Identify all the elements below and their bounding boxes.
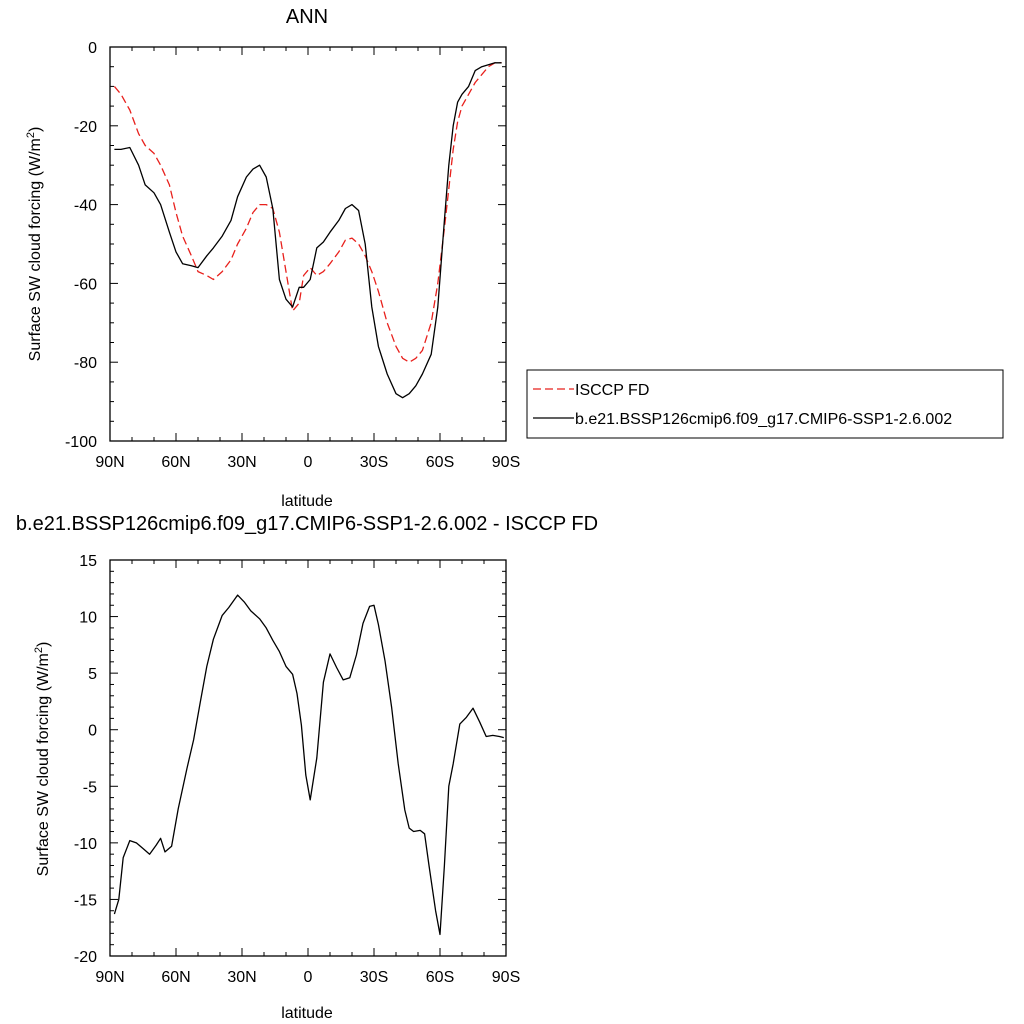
bottom-y-tick-label: -15 xyxy=(74,892,97,909)
bottom-x-tick-label: 90S xyxy=(492,969,520,986)
bottom-x-tick-label: 30N xyxy=(227,969,256,986)
top-panel: ANN Surface SW cloud forcing (W/m2) lati… xyxy=(25,6,1004,510)
top-series-line-0 xyxy=(113,62,502,363)
legend-label-isccp: ISCCP FD xyxy=(575,382,649,399)
bottom-y-tick-label: 15 xyxy=(79,553,97,570)
legend-label-model: b.e21.BSSP126cmip6.f09_g17.CMIP6-SSP1-2.… xyxy=(575,411,952,428)
top-y-tick-label: -100 xyxy=(65,434,97,451)
bottom-x-tick-label: 0 xyxy=(304,969,313,986)
bottom-y-tick-label: -5 xyxy=(83,779,97,796)
top-y-tick-label: -60 xyxy=(74,276,97,293)
top-series-line-1 xyxy=(114,62,502,399)
top-y-tick-label: -80 xyxy=(74,355,97,372)
top-panel-x-axis-label: latitude xyxy=(281,493,333,510)
bottom-y-tick-label: 10 xyxy=(79,610,97,627)
legend: ISCCP FD b.e21.BSSP126cmip6.f09_g17.CMIP… xyxy=(526,369,1004,439)
legend-box xyxy=(526,369,1004,439)
top-panel-series xyxy=(113,62,502,399)
top-panel-plot-frame xyxy=(109,46,507,442)
bottom-panel-ticks: 90N 60N 30N 0 30S 60S 90S -20 -15 -10 -5 0 5 10 15 xyxy=(74,553,520,986)
top-y-tick-label: -40 xyxy=(74,198,97,215)
bottom-panel-x-axis-label: latitude xyxy=(281,1005,333,1022)
bottom-x-tick-label: 30S xyxy=(360,969,388,986)
bottom-y-tick-label: -20 xyxy=(74,949,97,966)
bottom-y-tick-label: 5 xyxy=(88,666,97,683)
bottom-panel-title: b.e21.BSSP126cmip6.f09_g17.CMIP6-SSP1-2.… xyxy=(16,513,598,535)
top-x-tick-label: 30N xyxy=(227,454,256,471)
bottom-panel: b.e21.BSSP126cmip6.f09_g17.CMIP6-SSP1-2.… xyxy=(16,513,598,1022)
top-y-tick-label: -20 xyxy=(74,119,97,136)
top-x-tick-label: 0 xyxy=(304,454,313,471)
bottom-y-tick-label: -10 xyxy=(74,836,97,853)
top-panel-y-axis-label: Surface SW cloud forcing (W/m2) xyxy=(25,127,44,362)
bottom-series-line-0 xyxy=(113,594,504,936)
top-x-tick-label: 60N xyxy=(161,454,190,471)
bottom-x-tick-label: 60N xyxy=(161,969,190,986)
top-x-tick-label: 60S xyxy=(426,454,454,471)
top-y-tick-label: 0 xyxy=(88,40,97,57)
bottom-panel-series xyxy=(113,594,504,936)
top-x-tick-label: 90S xyxy=(492,454,520,471)
bottom-x-tick-label: 60S xyxy=(426,969,454,986)
top-x-tick-label: 30S xyxy=(360,454,388,471)
top-x-tick-label: 90N xyxy=(95,454,124,471)
bottom-panel-y-axis-label: Surface SW cloud forcing (W/m2) xyxy=(33,642,52,877)
bottom-y-tick-label: 0 xyxy=(88,723,97,740)
bottom-panel-plot-frame xyxy=(109,559,507,957)
top-panel-title: ANN xyxy=(286,6,328,28)
top-panel-ticks: 90N 60N 30N 0 30S 60S 90S -100 -80 -60 -40 -20 0 xyxy=(65,40,520,471)
bottom-x-tick-label: 90N xyxy=(95,969,124,986)
